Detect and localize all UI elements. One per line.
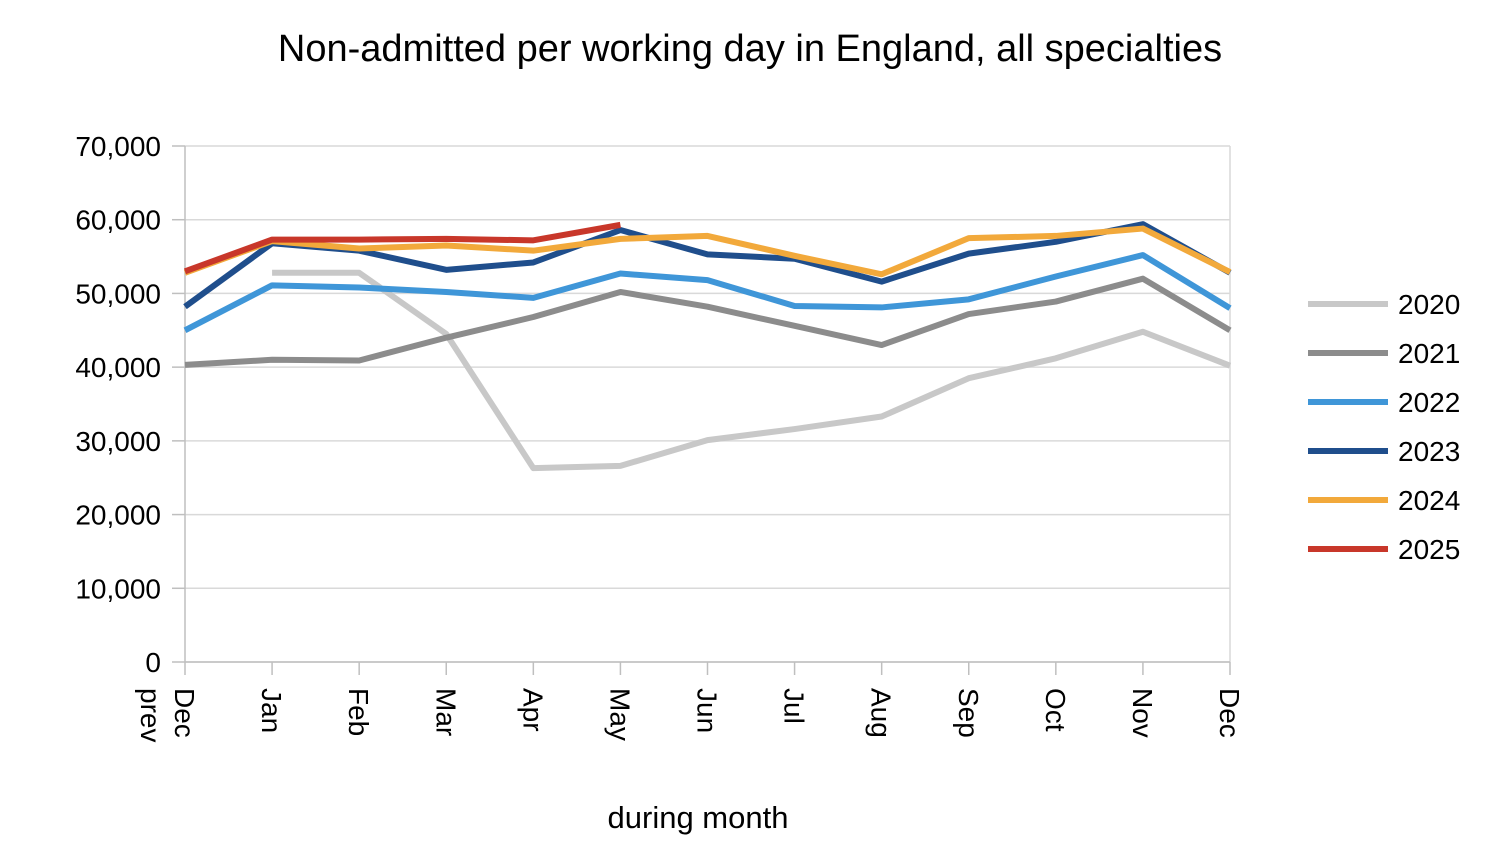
series-line-2024	[183, 225, 1232, 278]
legend-label-2024: 2024	[1398, 485, 1460, 516]
x-axis-label: during month	[608, 800, 789, 835]
x-tick-label: Oct	[1040, 688, 1071, 732]
chart-title: Non-admitted per working day in England,…	[277, 28, 1223, 70]
x-tick-label: Nov	[1127, 688, 1158, 738]
legend-label-2025: 2025	[1398, 534, 1460, 565]
x-tick-label: Apr	[517, 688, 548, 732]
grid-layer	[185, 145, 1231, 663]
x-tick-label: Jan	[256, 688, 287, 733]
x-tick-label: May	[604, 688, 635, 741]
y-tick-label: 20,000	[75, 500, 161, 531]
y-tick-label: 50,000	[75, 278, 161, 309]
series-line-2021	[184, 275, 1232, 368]
x-tick-label: Jul	[779, 688, 810, 724]
series-line-2025	[183, 221, 621, 275]
series-line-2022	[183, 252, 1232, 333]
y-tick-label: 70,000	[75, 131, 161, 162]
x-tick-label: Mar	[430, 688, 461, 736]
x-tick-label: Feb	[343, 688, 374, 736]
legend-label-2023: 2023	[1398, 436, 1460, 467]
legend-label-2022: 2022	[1398, 387, 1460, 418]
y-tick-label: 0	[145, 647, 161, 678]
legend-label-2020: 2020	[1398, 289, 1460, 320]
x-tick-label: Decprev	[135, 688, 200, 742]
x-tick-label: Dec	[1214, 688, 1245, 738]
y-tick-label: 10,000	[75, 573, 161, 604]
series-line-2020	[272, 269, 1232, 472]
x-tick-label: Jun	[692, 688, 723, 733]
y-tick-label: 40,000	[75, 352, 161, 383]
y-tick-label: 60,000	[75, 205, 161, 236]
x-tick-label: Sep	[953, 688, 984, 738]
x-tick-label: Aug	[866, 688, 897, 738]
axis-layer: 0 10,000 20,000 30,000 40,000 50,000 60,000 70,…	[75, 131, 1245, 742]
legend-label-2021: 2021	[1398, 338, 1460, 369]
legend: 2020 2021 2022 2023 2024 2025	[1308, 289, 1460, 565]
y-tick-label: 30,000	[75, 426, 161, 457]
series-layer	[183, 221, 1232, 472]
